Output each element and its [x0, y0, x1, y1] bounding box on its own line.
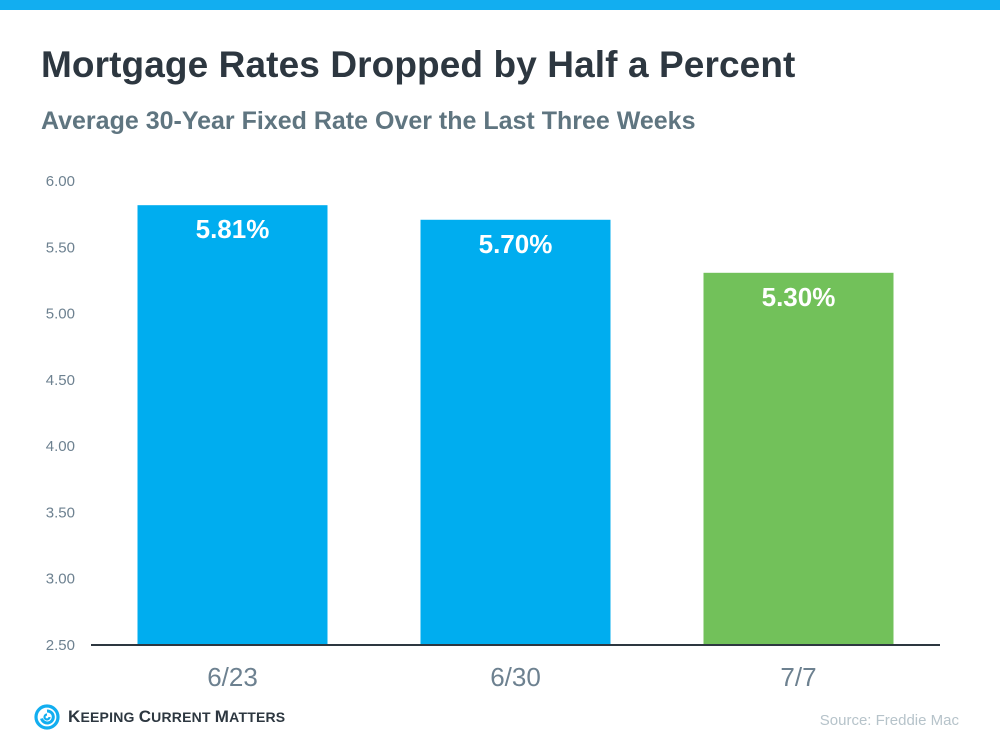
y-tick-label: 6.00 — [46, 173, 75, 190]
logo-wordmark: KEEPING CURRENT MATTERS — [68, 707, 285, 727]
x-tick-label: 7/7 — [780, 662, 816, 692]
bar-data-label: 5.30% — [762, 282, 836, 312]
bar-6-30 — [420, 219, 611, 644]
bar-data-label: 5.70% — [479, 229, 553, 259]
logo-word-rest: URRENT — [151, 709, 215, 725]
bar-chart: 2.503.003.504.004.505.005.506.00 5.81% 5.… — [46, 173, 940, 692]
y-tick-label: 3.00 — [46, 571, 75, 588]
logo-letter: C — [138, 707, 152, 726]
x-tick-label: 6/30 — [490, 662, 541, 692]
bar-data-labels: 5.81% 5.70% 5.30% — [196, 214, 836, 312]
y-tick-label: 4.00 — [46, 438, 75, 455]
y-tick-label: 2.50 — [46, 637, 75, 654]
logo-letter: M — [214, 707, 230, 726]
y-tick-label: 5.50 — [46, 239, 75, 256]
chart-title: Mortgage Rates Dropped by Half a Percent — [41, 44, 796, 85]
bar-6-23 — [137, 205, 328, 644]
bar-data-label: 5.81% — [196, 214, 270, 244]
swirl-logo-icon — [34, 704, 60, 730]
y-axis-ticks: 2.50 3.00 3.50 4.00 4.50 5.00 5.50 6.00 — [46, 173, 75, 654]
logo-word-rest: ATTERS — [229, 709, 286, 725]
source-note: Source: Freddie Mac — [819, 712, 959, 729]
top-accent-band — [0, 0, 1000, 10]
logo-letter: K — [68, 707, 81, 726]
x-axis-ticks: 6/23 6/30 7/7 — [207, 662, 816, 692]
y-tick-label: 4.50 — [46, 372, 75, 389]
logo-word-rest: EEPING — [80, 709, 139, 725]
kcm-logo: KEEPING CURRENT MATTERS — [34, 704, 285, 730]
bars — [137, 205, 894, 644]
x-tick-label: 6/23 — [207, 662, 258, 692]
bar-7-7 — [703, 272, 894, 644]
y-tick-label: 5.00 — [46, 306, 75, 323]
chart-subtitle: Average 30-Year Fixed Rate Over the Last… — [41, 107, 696, 135]
y-tick-label: 3.50 — [46, 504, 75, 521]
